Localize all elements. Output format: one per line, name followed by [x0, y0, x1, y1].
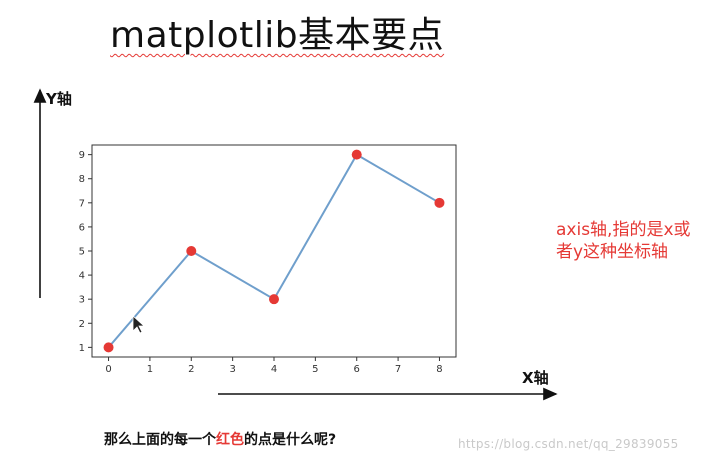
y-tick-label: 6 [79, 222, 85, 233]
y-tick-label: 2 [79, 319, 85, 330]
plot-frame [92, 145, 456, 357]
data-point [186, 246, 196, 256]
data-point [352, 150, 362, 160]
y-axis-label: Y轴 [46, 88, 72, 109]
y-tick-label: 4 [79, 271, 85, 282]
x-tick-label: 4 [271, 364, 277, 375]
y-tick-label: 8 [79, 174, 85, 185]
caption-text-1: 那么上面的每一个 [104, 432, 216, 448]
axis-note: axis轴,指的是x或者y这种坐标轴 [556, 219, 696, 263]
x-tick-label: 3 [229, 364, 235, 375]
x-tick-label: 8 [436, 364, 442, 375]
x-tick-label: 0 [105, 364, 111, 375]
data-point [269, 294, 279, 304]
x-tick-label: 5 [312, 364, 318, 375]
y-tick-label: 3 [79, 295, 85, 306]
x-tick-label: 1 [147, 364, 153, 375]
data-point [104, 342, 114, 352]
caption: 那么上面的每一个红色的点是什么呢? [104, 429, 336, 449]
y-tick-label: 1 [79, 343, 85, 354]
y-tick-label: 7 [79, 198, 85, 209]
watermark: https://blog.csdn.net/qq_29839055 [458, 437, 679, 451]
x-tick-label: 7 [395, 364, 401, 375]
caption-highlight: 红色 [216, 432, 244, 448]
x-tick-label: 2 [188, 364, 194, 375]
y-tick-label: 9 [79, 150, 85, 161]
caption-text-2: 的点是什么呢? [244, 432, 336, 448]
x-tick-label: 6 [354, 364, 360, 375]
y-tick-label: 5 [79, 247, 85, 258]
data-point [434, 198, 444, 208]
x-axis-label: X轴 [522, 367, 549, 388]
